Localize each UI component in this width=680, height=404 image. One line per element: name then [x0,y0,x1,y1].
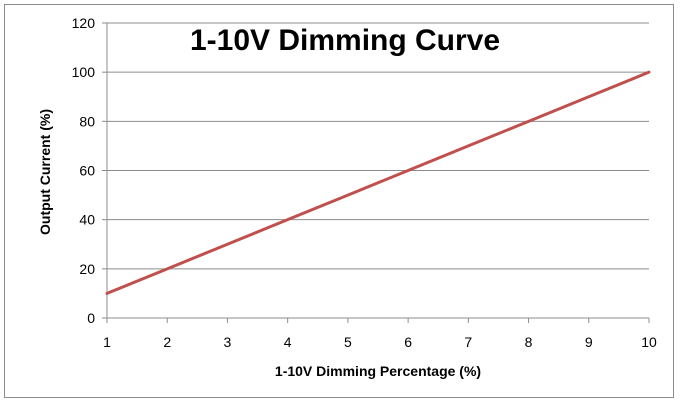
gridlines [107,22,649,270]
x-tick-label: 2 [163,334,171,350]
y-tick-labels: 0 20 40 60 80 100 120 [72,15,96,326]
x-tick-label: 5 [344,334,352,350]
y-tick-label: 40 [79,212,95,228]
y-tick-label: 60 [79,163,95,179]
x-tick-label: 3 [224,334,232,350]
y-tick-label: 80 [79,113,95,129]
axes [102,22,650,323]
x-tick-label: 8 [525,334,533,350]
chart-frame [4,4,674,398]
y-tick-label: 20 [79,261,95,277]
x-tick-label: 1 [103,334,111,350]
chart-title: 1-10V Dimming Curve [190,24,500,57]
x-axis-title: 1-10V Dimming Percentage (%) [275,363,481,379]
x-tick-labels: 1 2 3 4 5 6 7 8 9 10 [103,334,657,350]
x-tick-label: 7 [464,334,472,350]
y-axis-title: Output Current (%) [37,109,53,235]
x-tick-label: 10 [641,334,657,350]
x-tick-label: 6 [404,334,412,350]
y-tick-label: 100 [72,64,96,80]
x-tick-label: 9 [585,334,593,350]
series-group [105,70,651,295]
x-tick-label: 4 [284,334,292,350]
y-tick-label: 120 [72,15,96,31]
series-line [105,70,651,295]
y-tick-label: 0 [87,310,95,326]
